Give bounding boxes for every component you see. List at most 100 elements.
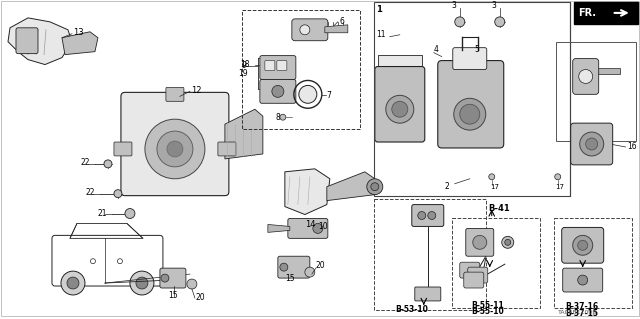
Circle shape	[578, 240, 588, 250]
Text: 13: 13	[73, 28, 84, 37]
FancyBboxPatch shape	[292, 19, 328, 41]
Circle shape	[495, 17, 505, 27]
Circle shape	[300, 25, 310, 35]
Circle shape	[489, 174, 495, 180]
Circle shape	[586, 138, 598, 150]
Text: B-37-16: B-37-16	[565, 302, 598, 311]
Circle shape	[460, 104, 480, 124]
Text: 5: 5	[475, 45, 479, 54]
FancyBboxPatch shape	[438, 61, 504, 148]
Circle shape	[579, 70, 593, 84]
Text: 15: 15	[285, 274, 294, 283]
Circle shape	[161, 274, 169, 282]
FancyBboxPatch shape	[166, 87, 184, 101]
FancyBboxPatch shape	[573, 59, 598, 94]
Circle shape	[313, 223, 323, 234]
Circle shape	[272, 85, 284, 97]
Polygon shape	[327, 172, 375, 201]
Text: 20: 20	[196, 293, 205, 302]
Text: 22: 22	[86, 188, 95, 197]
Polygon shape	[285, 169, 330, 214]
Circle shape	[130, 271, 154, 295]
FancyBboxPatch shape	[218, 142, 236, 156]
Text: 19: 19	[238, 69, 248, 78]
Circle shape	[392, 101, 408, 117]
Circle shape	[145, 119, 205, 179]
FancyBboxPatch shape	[563, 268, 603, 292]
Circle shape	[502, 236, 514, 248]
Text: 6: 6	[340, 17, 345, 26]
Text: 1: 1	[376, 5, 381, 14]
Circle shape	[280, 263, 288, 271]
Polygon shape	[593, 68, 620, 74]
Text: 16: 16	[628, 143, 637, 152]
Bar	[374, 199, 486, 310]
Text: 17: 17	[490, 184, 499, 190]
Bar	[242, 10, 360, 129]
FancyBboxPatch shape	[375, 67, 425, 142]
Text: B-41: B-41	[488, 204, 509, 213]
FancyBboxPatch shape	[460, 262, 480, 278]
FancyBboxPatch shape	[16, 28, 38, 54]
Circle shape	[454, 98, 486, 130]
Circle shape	[505, 239, 511, 245]
Circle shape	[125, 209, 135, 219]
FancyBboxPatch shape	[468, 267, 488, 283]
FancyBboxPatch shape	[121, 93, 229, 196]
Text: 12: 12	[191, 86, 202, 95]
Circle shape	[578, 275, 588, 285]
FancyBboxPatch shape	[562, 227, 604, 263]
Bar	[374, 2, 570, 196]
Text: 21: 21	[98, 209, 108, 218]
Text: 20: 20	[316, 261, 326, 270]
Polygon shape	[268, 225, 290, 233]
Text: 2: 2	[445, 182, 449, 191]
FancyBboxPatch shape	[452, 48, 487, 70]
Text: B-37-15: B-37-15	[565, 309, 598, 318]
FancyBboxPatch shape	[278, 256, 310, 278]
FancyBboxPatch shape	[160, 268, 186, 288]
Circle shape	[167, 141, 183, 157]
Text: FR.: FR.	[578, 8, 596, 18]
Text: 7: 7	[326, 91, 331, 100]
Text: TA04B1100B: TA04B1100B	[558, 310, 598, 315]
Bar	[452, 219, 540, 308]
Circle shape	[114, 190, 122, 198]
Text: 15: 15	[168, 292, 177, 300]
FancyBboxPatch shape	[288, 219, 328, 238]
FancyBboxPatch shape	[260, 56, 296, 79]
Circle shape	[305, 267, 315, 277]
Circle shape	[386, 95, 414, 123]
Text: 3: 3	[492, 2, 497, 11]
Polygon shape	[8, 18, 72, 64]
Circle shape	[280, 114, 286, 120]
Text: 18: 18	[241, 60, 250, 69]
Circle shape	[573, 235, 593, 255]
Text: 8: 8	[275, 113, 280, 122]
Circle shape	[104, 160, 112, 168]
Polygon shape	[378, 55, 422, 70]
Text: B-55-10: B-55-10	[472, 307, 504, 316]
Circle shape	[455, 17, 465, 27]
Circle shape	[580, 132, 604, 156]
Polygon shape	[62, 32, 98, 55]
FancyBboxPatch shape	[464, 272, 484, 288]
Circle shape	[187, 279, 197, 289]
Circle shape	[67, 277, 79, 289]
FancyBboxPatch shape	[412, 204, 444, 226]
Text: 10: 10	[318, 222, 328, 231]
Circle shape	[473, 235, 487, 249]
Polygon shape	[325, 25, 348, 33]
Text: B-53-10: B-53-10	[396, 305, 428, 314]
Circle shape	[157, 131, 193, 167]
Text: 3: 3	[452, 2, 457, 11]
Text: 4: 4	[434, 45, 438, 54]
Bar	[573, 2, 637, 24]
Circle shape	[418, 211, 426, 219]
FancyBboxPatch shape	[466, 228, 493, 256]
Circle shape	[61, 271, 85, 295]
Text: 11: 11	[376, 30, 385, 39]
Text: 14: 14	[305, 220, 316, 229]
Bar	[554, 219, 632, 308]
Text: B-55-11: B-55-11	[472, 301, 504, 310]
